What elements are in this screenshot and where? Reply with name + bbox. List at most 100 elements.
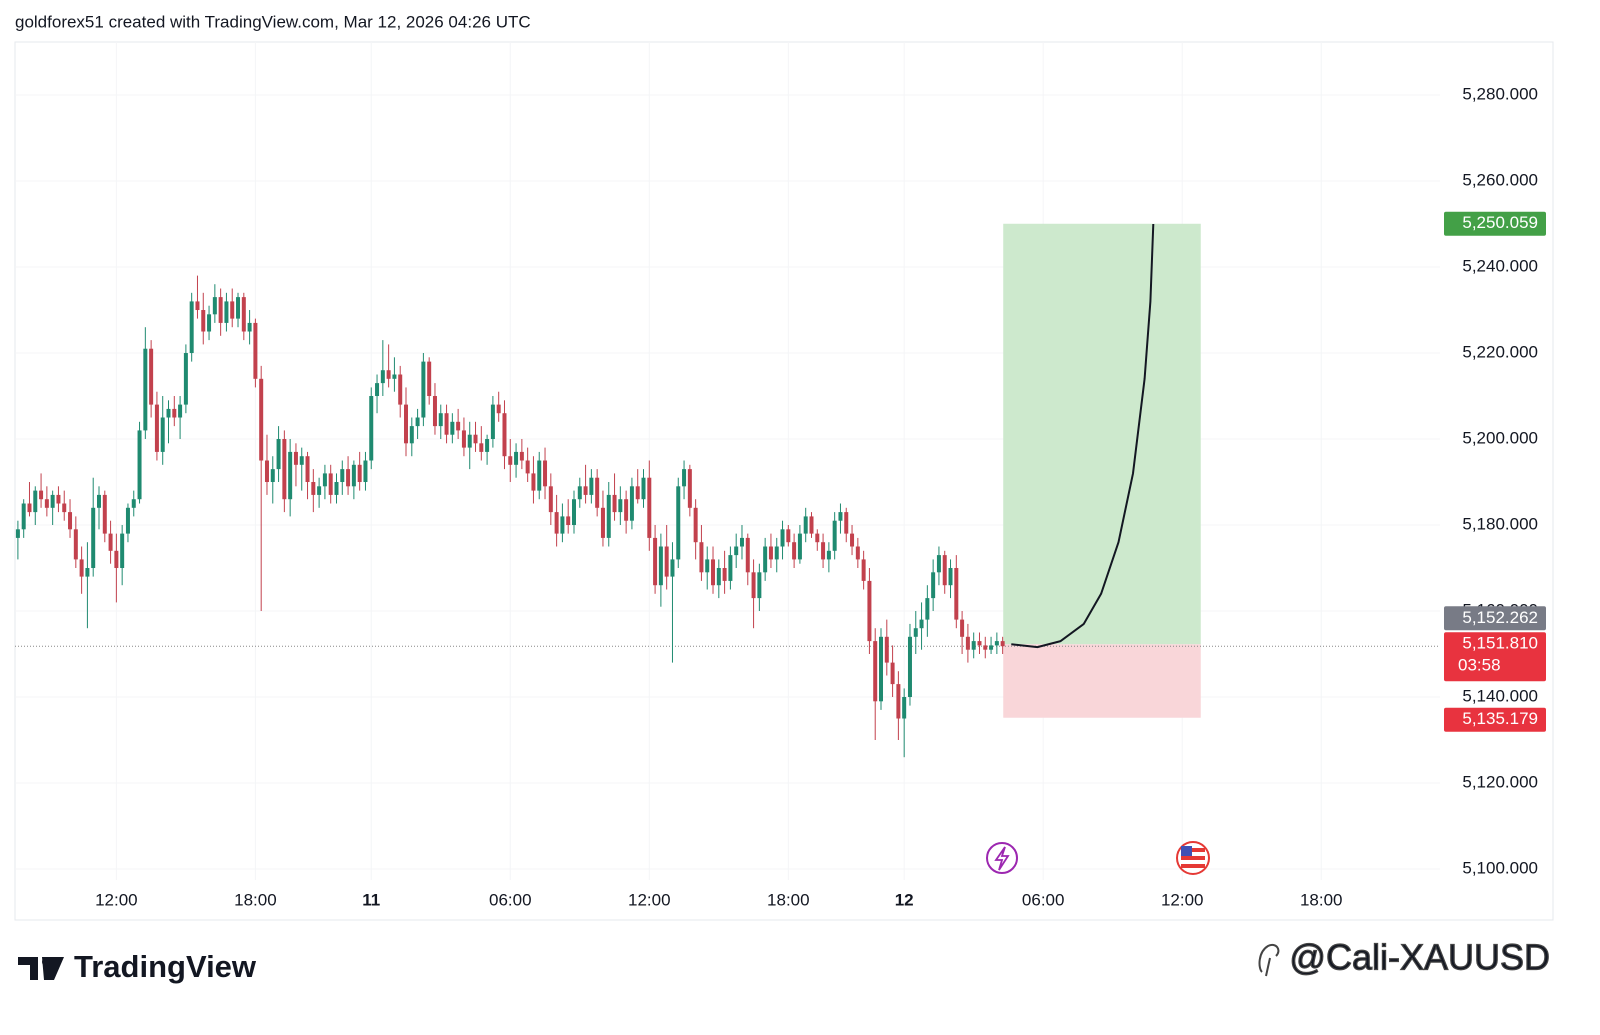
- x-tick-label: 18:00: [234, 890, 277, 909]
- candle-body: [965, 636, 970, 650]
- y-tick-label: 5,240.000: [1462, 256, 1538, 275]
- entry-tag: [1444, 606, 1546, 631]
- candle-body: [508, 456, 513, 465]
- candle-body: [189, 301, 194, 354]
- x-tick-label: 18:00: [1300, 890, 1343, 909]
- candle-body: [380, 370, 385, 384]
- candle-body: [948, 568, 953, 586]
- flag-stripe: [1181, 848, 1205, 852]
- candle-body: [79, 559, 84, 577]
- candle-body: [241, 297, 246, 332]
- candle-body: [792, 542, 797, 560]
- x-tick-label: 18:00: [767, 890, 810, 909]
- x-tick-label: 12: [895, 890, 914, 909]
- candle-body: [838, 512, 843, 521]
- candle-body: [398, 374, 403, 405]
- x-tick-label: 12:00: [95, 890, 138, 909]
- y-tick-label: 5,200.000: [1462, 428, 1538, 447]
- candle-body: [392, 374, 397, 379]
- candle-body: [178, 404, 183, 418]
- candle-body: [844, 512, 849, 534]
- candle-body: [247, 322, 252, 332]
- candle-body: [73, 529, 78, 560]
- y-tick-label: 5,280.000: [1462, 85, 1538, 104]
- candle-body: [125, 507, 130, 534]
- candle-body: [149, 348, 154, 405]
- logo-dot: [42, 958, 50, 966]
- candle-body: [85, 568, 90, 577]
- candle-body: [907, 636, 912, 698]
- event-icon[interactable]: [1176, 841, 1210, 875]
- candle-body: [919, 619, 924, 629]
- candle-body: [351, 464, 356, 487]
- candle-body: [479, 443, 484, 452]
- candle-body: [131, 499, 136, 508]
- candle-body: [728, 555, 733, 581]
- candle-body: [166, 408, 171, 418]
- candle-body: [711, 559, 716, 586]
- candle-body: [571, 499, 576, 526]
- candle-body: [473, 434, 478, 444]
- x-tick-label: 12:00: [628, 890, 671, 909]
- candle-body: [172, 408, 177, 418]
- y-tick-label: 5,120.000: [1462, 772, 1538, 791]
- candle-body: [461, 430, 466, 448]
- last-price-tag-label: 5,151.810: [1462, 634, 1538, 653]
- y-tick-label: 5,140.000: [1462, 686, 1538, 705]
- candle-body: [305, 456, 310, 483]
- candle-body: [890, 662, 895, 685]
- candle-body: [224, 301, 229, 323]
- target-tag: [1444, 211, 1546, 236]
- candle-body: [409, 426, 414, 444]
- candle-body: [207, 314, 212, 332]
- candle-body: [612, 494, 617, 513]
- candle-body: [913, 628, 918, 637]
- candle-body: [797, 533, 802, 560]
- candle-body: [264, 460, 269, 483]
- plot: 5,100.0005,120.0005,140.0005,160.0005,18…: [15, 42, 1546, 909]
- candle-body: [774, 546, 779, 560]
- flag-stripe: [1181, 856, 1205, 860]
- candle-body: [102, 494, 107, 534]
- candle-body: [936, 555, 941, 573]
- candle-body: [554, 512, 559, 534]
- candle-body: [218, 297, 223, 323]
- candle-body: [282, 439, 287, 500]
- candle-body: [821, 542, 826, 560]
- candle-body: [670, 559, 675, 577]
- candle-body: [427, 361, 432, 397]
- candle-body: [375, 383, 380, 397]
- candle-body: [780, 529, 785, 547]
- candle-body: [33, 490, 38, 513]
- target-zone: [1003, 223, 1201, 645]
- candle-body: [421, 361, 426, 418]
- watermark-text: @Cali-XAUUSD: [1289, 937, 1550, 978]
- candle-body: [763, 546, 768, 573]
- candle-body: [682, 469, 687, 487]
- candle-body: [485, 439, 490, 452]
- candle-body: [490, 404, 495, 440]
- candle-body: [896, 684, 901, 719]
- candle-body: [618, 499, 623, 513]
- candle-body: [120, 533, 125, 569]
- candle-body: [62, 503, 67, 513]
- candle-body: [299, 456, 304, 465]
- candle-body: [201, 310, 206, 332]
- candle-body: [635, 486, 640, 500]
- candle-body: [879, 636, 884, 702]
- candle-body: [595, 477, 600, 508]
- candle-body: [751, 572, 756, 599]
- candle-body: [745, 537, 750, 573]
- candle-body: [983, 645, 988, 650]
- candle-body: [641, 477, 646, 500]
- event-icon[interactable]: [986, 842, 1018, 874]
- brand-logo: TradingView: [18, 949, 257, 984]
- candle-body: [183, 353, 188, 405]
- candle-body: [519, 451, 524, 461]
- candle-body: [589, 477, 594, 495]
- y-tick-label: 5,100.000: [1462, 858, 1538, 877]
- candle-body: [931, 572, 936, 599]
- event-circle: [986, 842, 1018, 874]
- candle-body: [815, 533, 820, 543]
- candle-body: [960, 619, 965, 637]
